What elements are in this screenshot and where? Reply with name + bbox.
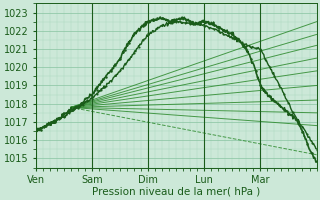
- X-axis label: Pression niveau de la mer( hPa ): Pression niveau de la mer( hPa ): [92, 187, 260, 197]
